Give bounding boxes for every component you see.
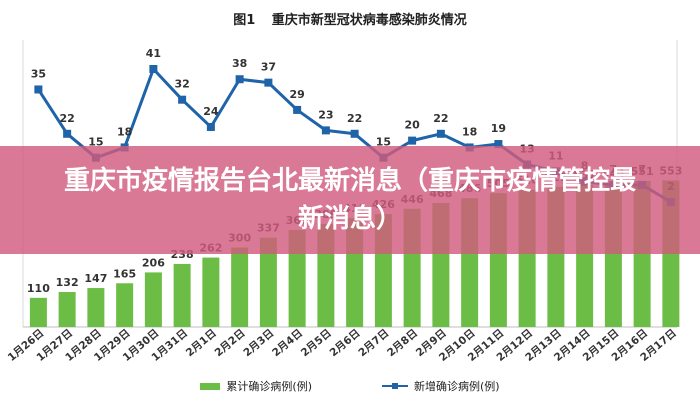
bar-5 xyxy=(144,272,162,327)
bar-8 xyxy=(231,247,249,327)
x-tick-labels: 1月26日1月27日1月28日1月29日1月30日1月31日2月1日2月2日2月… xyxy=(6,327,679,364)
line-point-17 xyxy=(494,140,503,149)
headline-text: 重庆市疫情报告台北最新消息（重庆市疫情管控最新消息） xyxy=(63,166,636,234)
x-tick-8: 2月2日 xyxy=(213,327,248,359)
bar-label-5: 206 xyxy=(142,256,165,269)
figure-label: 图1 xyxy=(233,13,256,28)
line-label-12: 22 xyxy=(347,112,362,125)
legend: 累计确诊病例(例) 新增确诊病例(例) xyxy=(0,378,700,394)
line-point-5 xyxy=(149,65,158,73)
x-tick-10: 2月4日 xyxy=(270,327,305,359)
legend-item-cumulative: 累计确诊病例(例) xyxy=(200,378,312,394)
x-tick-14: 2月8日 xyxy=(385,327,420,359)
line-point-15 xyxy=(436,129,445,138)
line-point-10 xyxy=(293,105,302,114)
line-label-17: 19 xyxy=(491,122,506,135)
bar-10 xyxy=(288,230,306,327)
line-label-1: 35 xyxy=(31,67,46,80)
bar-9 xyxy=(259,237,277,327)
legend-label-new: 新增确诊病例(例) xyxy=(414,380,500,393)
line-point-14 xyxy=(408,136,417,145)
bar-2 xyxy=(58,292,76,327)
bar-3 xyxy=(87,288,105,328)
chart-title-text: 重庆市新型冠状病毒感染肺炎情况 xyxy=(271,13,467,28)
line-label-13: 15 xyxy=(376,136,391,149)
bar-4 xyxy=(116,283,134,327)
legend-swatch-bar xyxy=(200,382,221,390)
x-tick-9: 2月3日 xyxy=(241,327,276,359)
bar-7 xyxy=(202,257,220,327)
chart-title: 图1 重庆市新型冠状病毒感染肺炎情况 xyxy=(0,9,700,28)
line-label-11: 23 xyxy=(318,108,333,121)
bar-6 xyxy=(173,263,191,327)
line-label-14: 20 xyxy=(404,119,420,132)
x-tick-13: 2月7日 xyxy=(356,327,391,359)
bar-label-4: 165 xyxy=(113,267,136,280)
legend-swatch-line xyxy=(382,381,408,391)
line-label-6: 32 xyxy=(174,78,189,91)
line-point-6 xyxy=(178,95,187,104)
line-point-8 xyxy=(235,75,244,84)
x-tick-11: 2月5日 xyxy=(299,327,334,359)
line-point-12 xyxy=(350,129,359,138)
line-point-2 xyxy=(63,129,72,138)
line-label-7: 24 xyxy=(203,105,219,118)
line-point-11 xyxy=(321,126,330,135)
line-label-15: 22 xyxy=(433,112,448,125)
line-point-9 xyxy=(264,78,273,87)
legend-label-cumulative: 累计确诊病例(例) xyxy=(226,380,312,393)
line-label-9: 37 xyxy=(261,61,276,74)
bar-label-2: 132 xyxy=(56,276,79,289)
line-label-4: 18 xyxy=(117,125,132,138)
x-tick-12: 2月6日 xyxy=(328,327,363,359)
line-label-3: 15 xyxy=(88,136,103,149)
bar-1 xyxy=(29,297,47,327)
line-label-2: 22 xyxy=(59,112,74,125)
line-label-16: 18 xyxy=(462,125,477,138)
line-label-8: 38 xyxy=(232,57,247,70)
x-tick-7: 2月1日 xyxy=(184,327,219,359)
line-point-7 xyxy=(206,122,215,131)
line-point-1 xyxy=(34,85,43,94)
bar-label-3: 147 xyxy=(84,272,107,285)
legend-item-new: 新增确诊病例(例) xyxy=(382,378,500,394)
headline-banner: 重庆市疫情报告台北最新消息（重庆市疫情管控最新消息） xyxy=(0,146,700,254)
line-label-10: 29 xyxy=(289,88,304,101)
line-label-5: 41 xyxy=(146,47,161,60)
bar-label-1: 110 xyxy=(27,282,50,295)
